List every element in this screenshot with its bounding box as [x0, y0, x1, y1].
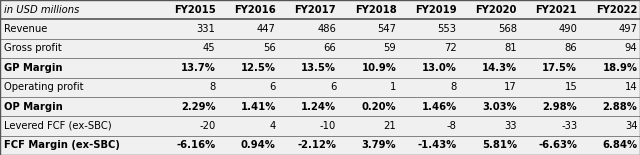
- Text: 15: 15: [564, 82, 577, 92]
- Text: 3.03%: 3.03%: [483, 102, 517, 112]
- Text: in USD millions: in USD millions: [4, 5, 80, 15]
- Text: FY2018: FY2018: [355, 5, 396, 15]
- Text: GP Margin: GP Margin: [4, 63, 63, 73]
- Text: 13.0%: 13.0%: [422, 63, 457, 73]
- Text: Gross profit: Gross profit: [4, 43, 62, 53]
- Text: -20: -20: [199, 121, 216, 131]
- Text: 21: 21: [383, 121, 396, 131]
- Text: 45: 45: [203, 43, 216, 53]
- Text: 18.9%: 18.9%: [602, 63, 637, 73]
- Text: -1.43%: -1.43%: [417, 140, 457, 150]
- Text: 13.7%: 13.7%: [180, 63, 216, 73]
- Text: 8: 8: [209, 82, 216, 92]
- Text: 8: 8: [451, 82, 457, 92]
- Text: 3.79%: 3.79%: [362, 140, 396, 150]
- Text: 2.98%: 2.98%: [543, 102, 577, 112]
- Text: 6: 6: [330, 82, 336, 92]
- Text: FCF Margin (ex-SBC): FCF Margin (ex-SBC): [4, 140, 120, 150]
- Text: 14: 14: [625, 82, 637, 92]
- Text: FY2020: FY2020: [476, 5, 517, 15]
- Text: -10: -10: [320, 121, 336, 131]
- Text: -6.63%: -6.63%: [538, 140, 577, 150]
- Text: -8: -8: [447, 121, 457, 131]
- Text: -33: -33: [561, 121, 577, 131]
- Text: 34: 34: [625, 121, 637, 131]
- Text: 447: 447: [257, 24, 276, 34]
- Text: 56: 56: [263, 43, 276, 53]
- Text: FY2021: FY2021: [536, 5, 577, 15]
- Text: 2.29%: 2.29%: [181, 102, 216, 112]
- Text: 72: 72: [444, 43, 457, 53]
- Text: 94: 94: [625, 43, 637, 53]
- Text: 13.5%: 13.5%: [301, 63, 336, 73]
- Text: 497: 497: [618, 24, 637, 34]
- Text: 1.46%: 1.46%: [421, 102, 457, 112]
- Text: 1.24%: 1.24%: [301, 102, 336, 112]
- Text: 33: 33: [504, 121, 517, 131]
- Text: 2.88%: 2.88%: [603, 102, 637, 112]
- Text: 4: 4: [269, 121, 276, 131]
- Text: 81: 81: [504, 43, 517, 53]
- Text: 1.41%: 1.41%: [241, 102, 276, 112]
- Text: OP Margin: OP Margin: [4, 102, 63, 112]
- Text: FY2022: FY2022: [596, 5, 637, 15]
- Text: 6.84%: 6.84%: [602, 140, 637, 150]
- Text: 66: 66: [323, 43, 336, 53]
- Text: 14.3%: 14.3%: [482, 63, 517, 73]
- Text: 486: 486: [317, 24, 336, 34]
- Text: 331: 331: [196, 24, 216, 34]
- Text: 0.94%: 0.94%: [241, 140, 276, 150]
- Text: 553: 553: [438, 24, 457, 34]
- Text: 59: 59: [383, 43, 396, 53]
- Text: FY2019: FY2019: [415, 5, 457, 15]
- Text: 1: 1: [390, 82, 396, 92]
- Text: FY2017: FY2017: [294, 5, 336, 15]
- Text: 5.81%: 5.81%: [482, 140, 517, 150]
- Text: 547: 547: [378, 24, 396, 34]
- Text: 86: 86: [564, 43, 577, 53]
- Text: 6: 6: [269, 82, 276, 92]
- Text: 0.20%: 0.20%: [362, 102, 396, 112]
- Text: -2.12%: -2.12%: [297, 140, 336, 150]
- Text: FY2016: FY2016: [234, 5, 276, 15]
- Text: Revenue: Revenue: [4, 24, 48, 34]
- Text: 568: 568: [498, 24, 517, 34]
- Text: 17: 17: [504, 82, 517, 92]
- Text: Operating profit: Operating profit: [4, 82, 84, 92]
- Text: Levered FCF (ex-SBC): Levered FCF (ex-SBC): [4, 121, 112, 131]
- Text: 17.5%: 17.5%: [542, 63, 577, 73]
- Text: -6.16%: -6.16%: [177, 140, 216, 150]
- Text: FY2015: FY2015: [174, 5, 216, 15]
- Text: 12.5%: 12.5%: [241, 63, 276, 73]
- Text: 10.9%: 10.9%: [362, 63, 396, 73]
- Text: 490: 490: [558, 24, 577, 34]
